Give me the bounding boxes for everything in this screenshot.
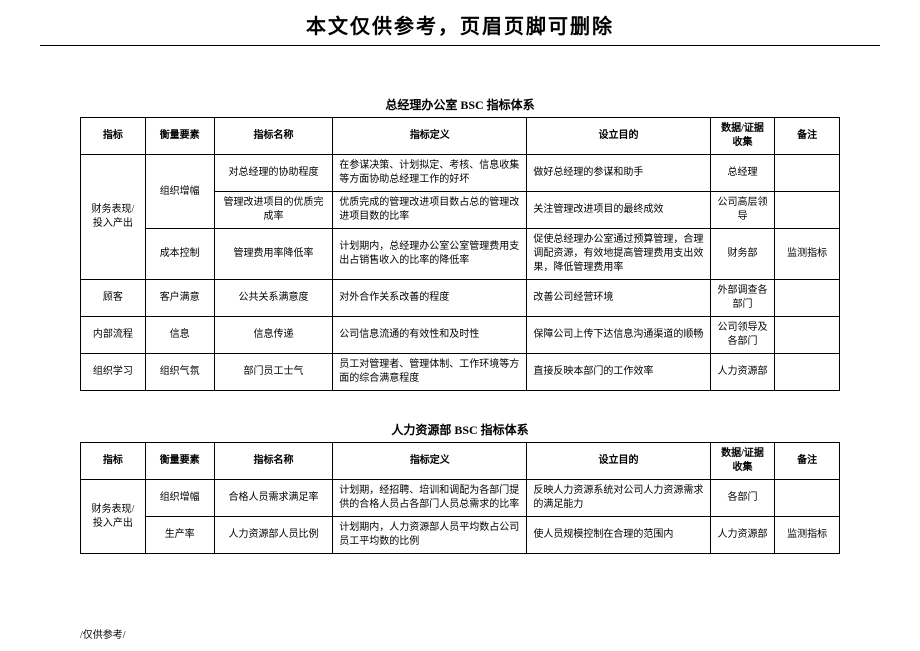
cell-name: 对总经理的协助程度 <box>214 155 333 192</box>
th-purpose: 设立目的 <box>527 443 710 480</box>
th-name: 指标名称 <box>214 118 333 155</box>
table-row: 财务表现/投入产出组织增幅合格人员需求满足率计划期，经招聘、培训和调配为各部门提… <box>81 480 840 517</box>
table2-section: 人力资源部 BSC 指标体系 指标 衡量要素 指标名称 指标定义 设立目的 数据… <box>80 421 840 554</box>
th-def: 指标定义 <box>333 118 527 155</box>
table1-section: 总经理办公室 BSC 指标体系 指标 衡量要素 指标名称 指标定义 设立目的 数… <box>80 96 840 391</box>
cell-data: 人力资源部 <box>710 354 775 391</box>
cell-def: 在参谋决策、计划拟定、考核、信息收集等方面协助总经理工作的好坏 <box>333 155 527 192</box>
cell-data: 公司领导及各部门 <box>710 317 775 354</box>
cell-indicator: 财务表现/投入产出 <box>81 480 146 554</box>
cell-name: 合格人员需求满足率 <box>214 480 333 517</box>
th-def: 指标定义 <box>333 443 527 480</box>
cell-purpose: 保障公司上传下达信息沟通渠道的顺畅 <box>527 317 710 354</box>
cell-note <box>775 354 840 391</box>
table1-title: 总经理办公室 BSC 指标体系 <box>80 96 840 117</box>
cell-def: 优质完成的管理改进项目数占总的管理改进项目数的比率 <box>333 192 527 229</box>
cell-factor: 组织增幅 <box>145 480 214 517</box>
header-divider <box>40 45 880 46</box>
cell-name: 人力资源部人员比例 <box>214 517 333 554</box>
cell-purpose: 促使总经理办公室通过预算管理，合理调配资源，有效地提高管理费用支出效果，降低管理… <box>527 229 710 280</box>
table1-header-row: 指标 衡量要素 指标名称 指标定义 设立目的 数据/证据收集 备注 <box>81 118 840 155</box>
table-row: 内部流程信息信息传递公司信息流通的有效性和及时性保障公司上传下达信息沟通渠道的顺… <box>81 317 840 354</box>
th-name: 指标名称 <box>214 443 333 480</box>
cell-factor: 生产率 <box>145 517 214 554</box>
cell-data: 财务部 <box>710 229 775 280</box>
th-data: 数据/证据收集 <box>710 443 775 480</box>
table-row: 财务表现/投入产出组织增幅对总经理的协助程度在参谋决策、计划拟定、考核、信息收集… <box>81 155 840 192</box>
cell-name: 管理改进项目的优质完成率 <box>214 192 333 229</box>
th-indicator: 指标 <box>81 118 146 155</box>
table2: 指标 衡量要素 指标名称 指标定义 设立目的 数据/证据收集 备注 财务表现/投… <box>80 442 840 554</box>
cell-indicator: 财务表现/投入产出 <box>81 155 146 280</box>
cell-purpose: 关注管理改进项目的最终成效 <box>527 192 710 229</box>
header-notice: 本文仅供参考，页眉页脚可删除 <box>0 0 920 45</box>
cell-note <box>775 192 840 229</box>
cell-data: 公司高层领导 <box>710 192 775 229</box>
th-indicator: 指标 <box>81 443 146 480</box>
th-data: 数据/证据收集 <box>710 118 775 155</box>
table-row: 组织学习组织气氛部门员工士气员工对管理者、管理体制、工作环境等方面的综合满意程度… <box>81 354 840 391</box>
cell-purpose: 使人员规模控制在合理的范围内 <box>527 517 710 554</box>
th-factor: 衡量要素 <box>145 118 214 155</box>
cell-data: 总经理 <box>710 155 775 192</box>
cell-purpose: 直接反映本部门的工作效率 <box>527 354 710 391</box>
footer-note: /仅供参考/ <box>80 626 126 641</box>
cell-name: 部门员工士气 <box>214 354 333 391</box>
table2-header-row: 指标 衡量要素 指标名称 指标定义 设立目的 数据/证据收集 备注 <box>81 443 840 480</box>
cell-purpose: 反映人力资源系统对公司人力资源需求的满足能力 <box>527 480 710 517</box>
table-row: 成本控制管理费用率降低率计划期内，总经理办公室公室管理费用支出占销售收入的比率的… <box>81 229 840 280</box>
table-row: 顾客客户满意公共关系满意度对外合作关系改善的程度改善公司经营环境外部调查各部门 <box>81 280 840 317</box>
cell-data: 各部门 <box>710 480 775 517</box>
cell-data: 外部调查各部门 <box>710 280 775 317</box>
cell-factor: 信息 <box>145 317 214 354</box>
cell-def: 员工对管理者、管理体制、工作环境等方面的综合满意程度 <box>333 354 527 391</box>
cell-note: 监测指标 <box>775 229 840 280</box>
cell-def: 公司信息流通的有效性和及时性 <box>333 317 527 354</box>
cell-name: 信息传递 <box>214 317 333 354</box>
cell-def: 对外合作关系改善的程度 <box>333 280 527 317</box>
cell-indicator: 内部流程 <box>81 317 146 354</box>
cell-factor: 组织增幅 <box>145 155 214 229</box>
cell-purpose: 改善公司经营环境 <box>527 280 710 317</box>
cell-note <box>775 480 840 517</box>
cell-indicator: 组织学习 <box>81 354 146 391</box>
table2-title: 人力资源部 BSC 指标体系 <box>80 421 840 442</box>
cell-indicator: 顾客 <box>81 280 146 317</box>
table-row: 生产率人力资源部人员比例计划期内，人力资源部人员平均数占公司员工平均数的比例使人… <box>81 517 840 554</box>
cell-def: 计划期内，总经理办公室公室管理费用支出占销售收入的比率的降低率 <box>333 229 527 280</box>
table1: 指标 衡量要素 指标名称 指标定义 设立目的 数据/证据收集 备注 财务表现/投… <box>80 117 840 391</box>
th-note: 备注 <box>775 118 840 155</box>
cell-purpose: 做好总经理的参谋和助手 <box>527 155 710 192</box>
cell-data: 人力资源部 <box>710 517 775 554</box>
cell-factor: 组织气氛 <box>145 354 214 391</box>
cell-note <box>775 317 840 354</box>
th-note: 备注 <box>775 443 840 480</box>
cell-def: 计划期内，人力资源部人员平均数占公司员工平均数的比例 <box>333 517 527 554</box>
cell-def: 计划期，经招聘、培训和调配为各部门提供的合格人员占各部门人员总需求的比率 <box>333 480 527 517</box>
cell-note <box>775 280 840 317</box>
cell-note: 监测指标 <box>775 517 840 554</box>
cell-name: 管理费用率降低率 <box>214 229 333 280</box>
th-purpose: 设立目的 <box>527 118 710 155</box>
th-factor: 衡量要素 <box>145 443 214 480</box>
cell-factor: 客户满意 <box>145 280 214 317</box>
cell-name: 公共关系满意度 <box>214 280 333 317</box>
cell-note <box>775 155 840 192</box>
cell-factor: 成本控制 <box>145 229 214 280</box>
